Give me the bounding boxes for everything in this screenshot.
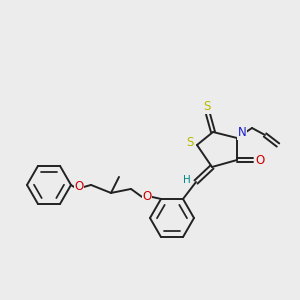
Text: S: S xyxy=(203,100,211,113)
Text: O: O xyxy=(74,180,84,194)
Text: N: N xyxy=(238,127,246,140)
Text: O: O xyxy=(255,154,265,166)
Text: H: H xyxy=(183,175,191,185)
Text: O: O xyxy=(142,190,152,203)
Text: S: S xyxy=(186,136,194,149)
